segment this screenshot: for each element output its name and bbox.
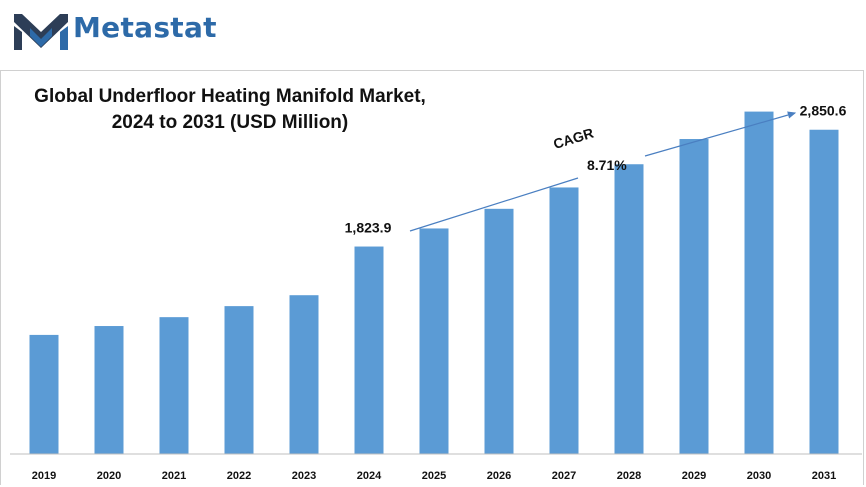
data-label-2031: 2,850.6	[800, 103, 847, 119]
bar-2020	[94, 326, 124, 454]
x-tick-label-2025: 2025	[422, 470, 446, 482]
data-annotations: 1,823.9 2,850.6	[345, 103, 847, 236]
bar-2030	[744, 111, 774, 454]
bar-2029	[679, 139, 709, 454]
metastat-logo-icon	[14, 14, 68, 50]
x-tick-label-2019: 2019	[32, 470, 56, 482]
x-tick-label-2029: 2029	[682, 470, 706, 482]
brand-name: Metastat	[73, 11, 217, 44]
x-tick-label-2031: 2031	[812, 470, 836, 482]
x-tick-label-2030: 2030	[747, 470, 771, 482]
x-tick-label-2024: 2024	[357, 470, 382, 482]
cagr-arrow-right	[644, 111, 797, 157]
cagr-arrow-left	[409, 177, 579, 232]
x-tick-label-2027: 2027	[552, 470, 576, 482]
chart-title-line2: 2024 to 2031 (USD Million)	[111, 112, 349, 133]
x-tick-labels: 2019 2020 2021 2022 2023 2024 2025 2026 2027 2028…	[32, 470, 836, 482]
bar-2024	[354, 246, 384, 454]
bar-2022	[224, 306, 254, 454]
x-tick-label-2023: 2023	[292, 470, 316, 482]
bars-group	[29, 111, 839, 454]
bar-2028	[614, 164, 644, 454]
chart-frame	[0, 70, 864, 485]
x-tick-label-2026: 2026	[487, 470, 511, 482]
bar-2021	[159, 317, 189, 454]
x-tick-label-2021: 2021	[162, 470, 186, 482]
chart-title: Global Underfloor Heating Manifold Marke…	[20, 84, 440, 136]
x-tick-label-2022: 2022	[227, 470, 251, 482]
bar-2025	[419, 228, 449, 454]
chart-title-line1: Global Underfloor Heating Manifold Marke…	[34, 86, 426, 107]
bar-2031	[809, 129, 839, 454]
x-tick-label-2028: 2028	[617, 470, 641, 482]
cagr-value: 8.71%	[587, 157, 627, 173]
x-tick-label-2020: 2020	[97, 470, 121, 482]
bar-2027	[549, 187, 579, 454]
bar-2026	[484, 208, 514, 454]
header: Metastat	[0, 0, 866, 68]
bar-2023	[289, 295, 319, 454]
data-label-2024: 1,823.9	[345, 220, 392, 236]
bar-2019	[29, 334, 59, 454]
